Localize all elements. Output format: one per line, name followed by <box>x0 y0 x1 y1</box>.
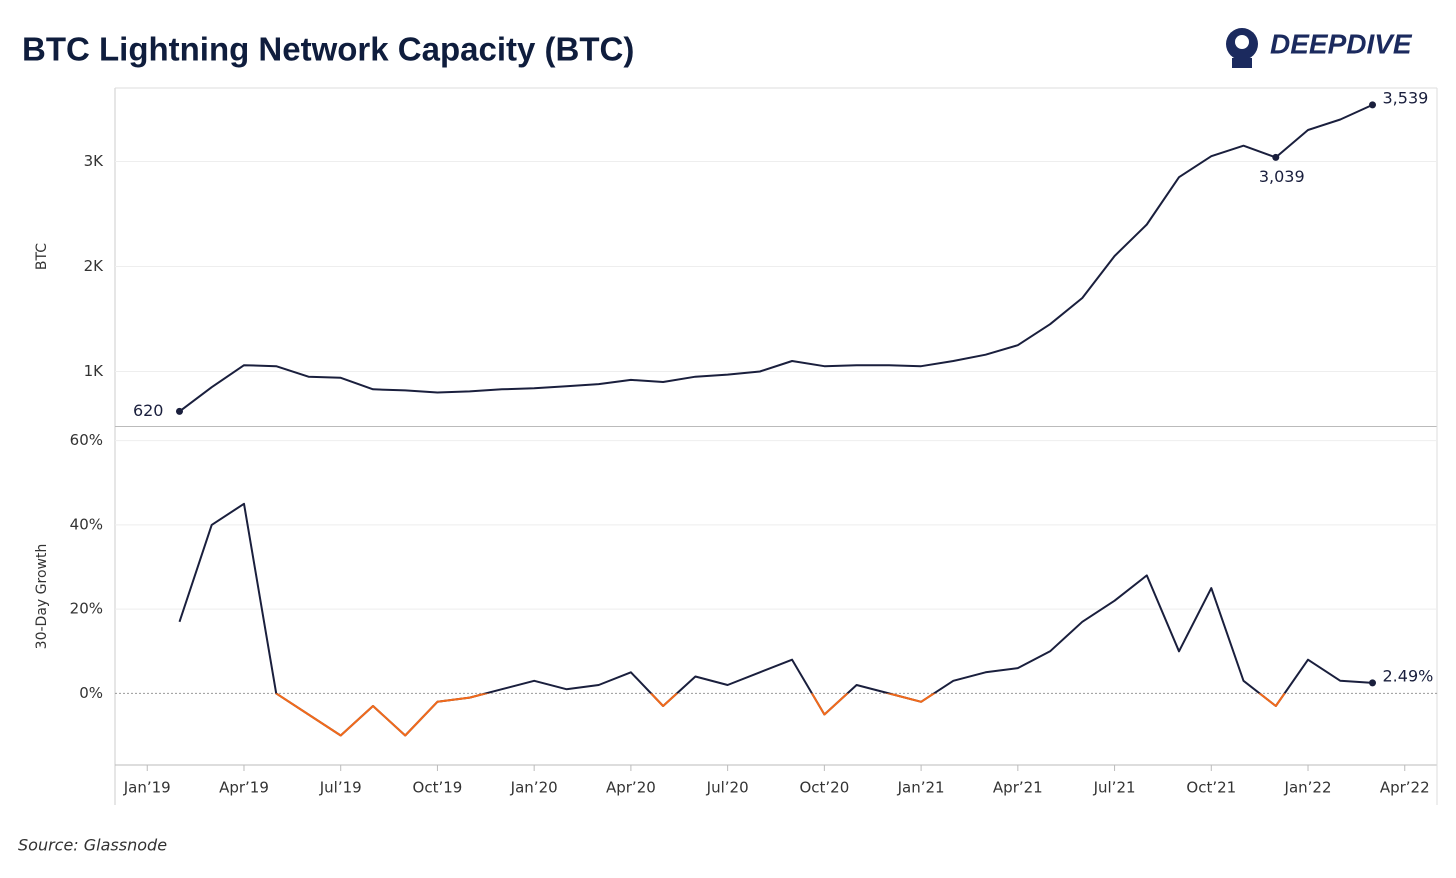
y-tick-label: 1K <box>84 362 105 380</box>
x-tick-label: Apr’21 <box>993 779 1043 797</box>
logo-icon <box>1232 58 1252 68</box>
x-tick-label: Jan’22 <box>1284 779 1332 797</box>
chart-title: BTC Lightning Network Capacity (BTC) <box>22 31 634 68</box>
y-tick-label: 60% <box>70 431 103 449</box>
data-label: 2.49% <box>1383 666 1434 685</box>
x-tick-label: Jan’20 <box>510 779 558 797</box>
logo-icon <box>1235 35 1249 49</box>
line-negative <box>275 693 1286 737</box>
data-label: 3,039 <box>1259 167 1305 186</box>
line <box>178 502 1373 737</box>
y-tick-label: 0% <box>79 684 103 702</box>
x-tick-label: Jan’21 <box>897 779 945 797</box>
x-tick-label: Apr’20 <box>606 779 656 797</box>
y-tick-label: 40% <box>70 515 103 533</box>
y-axis-label: 30-Day Growth <box>34 544 50 650</box>
x-tick-label: Jul’19 <box>319 779 362 797</box>
y-tick-label: 20% <box>70 600 103 618</box>
point <box>1369 101 1377 109</box>
x-tick-label: Oct’21 <box>1186 779 1236 797</box>
y-tick-label: 3K <box>84 152 105 170</box>
point <box>1369 679 1377 687</box>
x-tick-label: Jul’20 <box>706 779 749 797</box>
x-tick-label: Apr’19 <box>219 779 269 797</box>
point <box>175 407 183 415</box>
x-tick-label: Jan’19 <box>123 779 171 797</box>
x-tick-label: Jul’21 <box>1093 779 1136 797</box>
x-tick-label: Oct’20 <box>799 779 849 797</box>
source: Source: Glassnode <box>18 836 167 855</box>
logo: DEEPDIVE <box>1226 28 1413 68</box>
y-axis-label: BTC <box>34 243 50 270</box>
logo-text: DEEPDIVE <box>1270 28 1413 59</box>
data-label: 620 <box>133 401 164 420</box>
x-tick-label: Oct’19 <box>413 779 463 797</box>
line <box>178 103 1373 413</box>
x-tick-label: Apr’22 <box>1380 779 1430 797</box>
y-tick-label: 2K <box>84 257 105 275</box>
point <box>1272 153 1280 161</box>
data-label: 3,539 <box>1383 88 1429 107</box>
